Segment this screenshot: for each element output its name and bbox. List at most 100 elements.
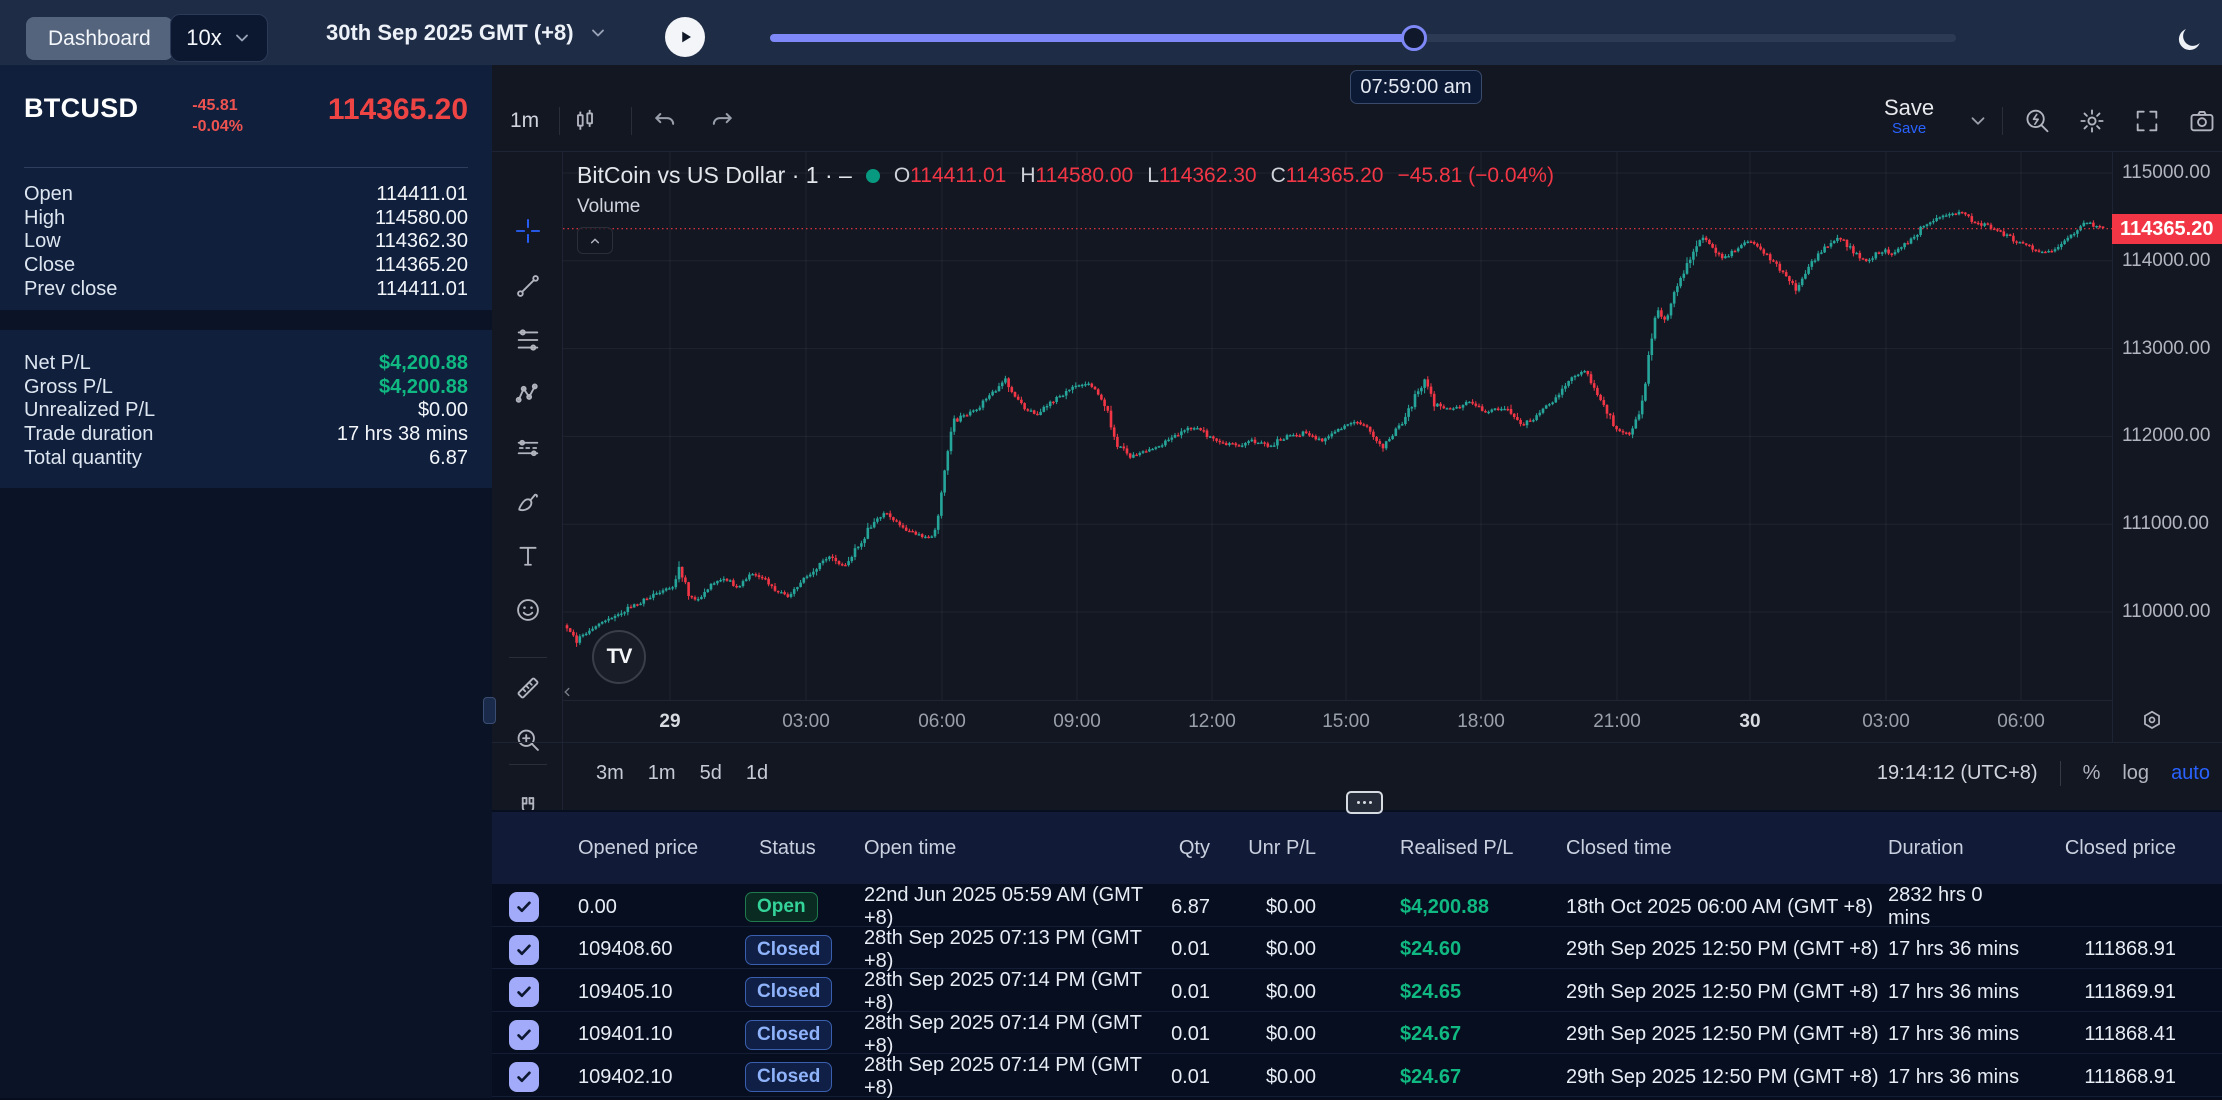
- price-axis[interactable]: 115000.00 114000.00 113000.00 112000.00 1110…: [2112, 152, 2222, 742]
- time-axis[interactable]: 29 03:00 06:00 09:00 12:00 15:00 18:00 21:00 30 0…: [563, 700, 2112, 742]
- col-header-realised-p-l[interactable]: Realised P/L: [1400, 836, 1514, 859]
- sidebar-resize-handle[interactable]: [483, 697, 496, 724]
- quote-row: Prev close 114411.01: [24, 278, 468, 302]
- dashboard-button[interactable]: Dashboard: [26, 17, 173, 60]
- chevron-left-icon: [564, 687, 570, 697]
- tool-text[interactable]: [510, 538, 546, 574]
- pane-collapse-button[interactable]: [577, 227, 613, 254]
- quote-value: 114362.30: [374, 230, 468, 253]
- tool-trend-line[interactable]: [510, 268, 546, 304]
- quick-search-button[interactable]: [2022, 106, 2052, 136]
- table-row: 109405.10 Closed 28th Sep 2025 07:14 PM (G…: [492, 969, 2222, 1014]
- date-selector[interactable]: 30th Sep 2025 GMT (+8): [326, 0, 608, 65]
- cell-duration: 17 hrs 36 mins: [1888, 980, 2020, 1003]
- row-checkbox[interactable]: [508, 934, 539, 965]
- row-checkbox[interactable]: [508, 977, 539, 1007]
- clock-label[interactable]: 19:14:12 (UTC+8): [1876, 761, 2038, 784]
- trend-line-icon: [517, 275, 539, 297]
- table-row: 109408.60 Closed 28th Sep 2025 07:13 PM (G…: [492, 926, 2222, 972]
- cell-unr-pl: $0.00: [1265, 980, 1316, 1003]
- col-header-opened-price[interactable]: Opened price: [578, 836, 699, 859]
- range-button-1m[interactable]: 1m: [647, 761, 676, 784]
- row-checkbox[interactable]: [508, 892, 539, 922]
- undo-icon: [655, 113, 675, 125]
- tradingview-logo[interactable]: TV: [592, 630, 646, 684]
- range-button-1d[interactable]: 1d: [745, 761, 769, 784]
- last-price: 114365.20: [327, 93, 468, 126]
- col-header-unr-p-l[interactable]: Unr P/L: [1248, 836, 1316, 859]
- save-menu-button[interactable]: [1963, 106, 1993, 136]
- interval-button[interactable]: 1m: [510, 90, 539, 152]
- log-scale-button[interactable]: log: [2122, 761, 2150, 784]
- col-header-open-time[interactable]: Open time: [864, 836, 957, 859]
- divider: [509, 657, 547, 658]
- col-header-status[interactable]: Status: [759, 836, 816, 859]
- col-header-closed-price[interactable]: Closed price: [2064, 836, 2176, 859]
- fullscreen-button[interactable]: [2132, 106, 2162, 136]
- save-button[interactable]: Save Save: [1884, 96, 1934, 138]
- tool-xabcd-pattern[interactable]: [510, 376, 546, 412]
- toolbar-collapse-button[interactable]: [560, 680, 574, 704]
- tool-ruler[interactable]: [510, 670, 546, 706]
- price-tick: 114000.00: [2122, 249, 2211, 271]
- cell-duration: 17 hrs 36 mins: [1888, 938, 2020, 960]
- market-status-dot: [865, 168, 880, 183]
- col-header-closed-time[interactable]: Closed time: [1566, 836, 1672, 859]
- axis-settings-button[interactable]: [2137, 706, 2167, 736]
- check-icon: [516, 901, 531, 913]
- time-slider-handle[interactable]: [1401, 25, 1427, 51]
- moon-icon: [2178, 29, 2200, 50]
- col-header-qty[interactable]: Qty: [1178, 836, 1210, 859]
- table-row: 0.00 Open 22nd Jun 2025 05:59 AM (GMT +8) 6…: [492, 884, 2222, 929]
- play-button[interactable]: [665, 17, 705, 57]
- cell-open-time: 28th Sep 2025 07:14 PM (GMT +8): [864, 969, 1142, 1014]
- candle-style-button[interactable]: [570, 106, 600, 136]
- leverage-select[interactable]: 10x: [170, 14, 268, 62]
- pl-label: Total quantity: [24, 446, 142, 469]
- cell-qty: 0.01: [1171, 938, 1210, 960]
- undo-button[interactable]: [650, 106, 680, 136]
- candlestick-plot[interactable]: [563, 152, 2112, 700]
- range-buttons: 3m 1m 5d 1d: [596, 743, 768, 803]
- screenshot-icon: [2190, 110, 2214, 132]
- dark-mode-toggle[interactable]: [2171, 22, 2207, 58]
- tool-emoji[interactable]: [510, 592, 546, 628]
- tool-long-position[interactable]: [510, 430, 546, 466]
- interval-value: 1m: [510, 109, 540, 132]
- screenshot-button[interactable]: [2187, 106, 2217, 136]
- positions-table: Opened price Status Open time Qty Unr P/L Rea…: [492, 810, 2222, 1099]
- panel-resize-handle[interactable]: [1346, 791, 1383, 814]
- row-checkbox[interactable]: [508, 1062, 539, 1092]
- tool-zoom-in[interactable]: [510, 722, 546, 758]
- cell-closed-price: 111868.91: [2084, 1065, 2176, 1088]
- leverage-value: 10x: [186, 25, 222, 50]
- auto-scale-button[interactable]: auto: [2171, 761, 2210, 784]
- cell-qty: 0.01: [1171, 980, 1210, 1003]
- fullscreen-icon: [2136, 110, 2158, 132]
- row-checkbox[interactable]: [508, 1019, 539, 1050]
- quote-value: 114365.20: [374, 254, 468, 277]
- quote-value: 114411.01: [376, 183, 468, 205]
- range-button-3m[interactable]: 3m: [596, 761, 624, 784]
- chevron-up-icon: [590, 238, 600, 243]
- tool-crosshair[interactable]: [510, 213, 546, 249]
- price-tick: 113000.00: [2122, 337, 2211, 359]
- tool-fib-retracement[interactable]: [510, 322, 546, 358]
- quote-row: Low 114362.30: [24, 230, 468, 254]
- col-header-duration[interactable]: Duration: [1888, 836, 1964, 859]
- status-badge: Closed: [745, 977, 833, 1007]
- redo-button[interactable]: [707, 106, 737, 136]
- divider: [559, 107, 560, 135]
- time-slider[interactable]: [770, 25, 1956, 51]
- ohlc-o: O114411.01: [893, 163, 1007, 187]
- quote-row: High 114580.00: [24, 207, 468, 231]
- settings-button[interactable]: [2077, 106, 2107, 136]
- tool-brush[interactable]: [510, 484, 546, 520]
- cell-opened-price: 109405.10: [578, 980, 673, 1003]
- range-button-5d[interactable]: 5d: [699, 761, 722, 784]
- status-badge: Closed: [745, 1062, 833, 1092]
- check-icon: [516, 1071, 531, 1083]
- percent-scale-button[interactable]: %: [2082, 761, 2101, 784]
- cell-open-time: 28th Sep 2025 07:13 PM (GMT +8): [864, 926, 1142, 972]
- price-tick: 115000.00: [2122, 162, 2211, 183]
